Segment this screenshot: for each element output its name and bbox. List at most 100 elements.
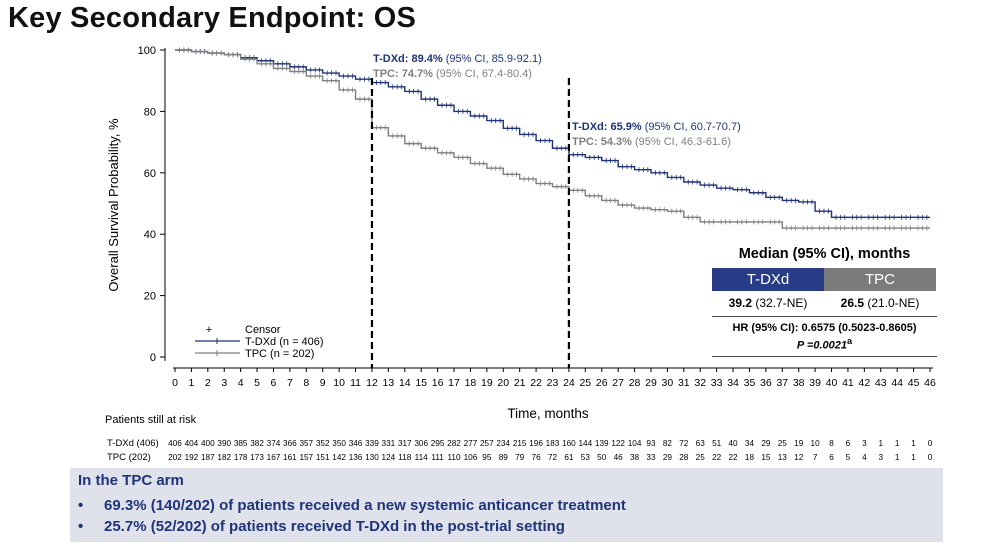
at-risk-value: 34 — [745, 439, 755, 448]
at-risk-value: 6 — [829, 453, 834, 462]
at-risk-value: 346 — [349, 439, 363, 448]
at-risk-value: 317 — [398, 439, 412, 448]
y-tick-label: 0 — [150, 352, 156, 364]
x-tick-label: 27 — [612, 377, 624, 389]
at-risk-value: 72 — [548, 453, 558, 462]
x-tick-label: 23 — [547, 377, 559, 389]
at-risk-value: 157 — [299, 453, 313, 462]
x-tick-label: 8 — [303, 377, 309, 389]
x-tick-label: 26 — [596, 377, 608, 389]
at-risk-value: 406 — [168, 439, 182, 448]
at-risk-value: 215 — [513, 439, 527, 448]
at-risk-value: 182 — [217, 453, 231, 462]
at-risk-value: 29 — [663, 453, 673, 462]
median-header-tdxd: T-DXd — [712, 268, 824, 291]
at-risk-value: 22 — [728, 453, 738, 462]
annotation-label: TPC: 54.3% (95% CI, 46.3-61.6) — [572, 136, 731, 148]
at-risk-row-label: T-DXd (406) — [107, 438, 159, 449]
at-risk-value: 61 — [564, 453, 574, 462]
at-risk-value: 183 — [546, 439, 560, 448]
at-risk-value: 114 — [415, 453, 428, 462]
at-risk-value: 277 — [464, 439, 478, 448]
at-risk-value: 400 — [201, 439, 215, 448]
x-tick-label: 2 — [205, 377, 211, 389]
x-tick-label: 35 — [744, 377, 756, 389]
at-risk-value: 18 — [745, 453, 755, 462]
at-risk-value: 160 — [562, 439, 576, 448]
x-tick-label: 42 — [859, 377, 871, 389]
median-table-title: Median (95% CI), months — [738, 246, 911, 262]
km-curve-t-dxd — [175, 49, 930, 219]
at-risk-value: 144 — [578, 439, 592, 448]
p-value: P =0.0021a — [712, 335, 937, 357]
at-risk-value: 6 — [846, 439, 851, 448]
x-tick-label: 43 — [875, 377, 887, 389]
at-risk-value: 40 — [728, 439, 738, 448]
at-risk-value: 15 — [761, 453, 771, 462]
x-tick-label: 33 — [711, 377, 723, 389]
at-risk-value: 192 — [185, 453, 199, 462]
at-risk-value: 28 — [679, 453, 689, 462]
x-tick-label: 1 — [188, 377, 194, 389]
at-risk-value: 142 — [332, 453, 346, 462]
legend-label: T-DXd (n = 406) — [245, 336, 324, 348]
at-risk-value: 1 — [911, 453, 916, 462]
tpc-arm-box: In the TPC arm 69.3% (140/202) of patien… — [70, 468, 943, 542]
x-tick-label: 45 — [908, 377, 920, 389]
x-tick-label: 5 — [254, 377, 260, 389]
at-risk-value: 50 — [597, 453, 607, 462]
at-risk-value: 104 — [628, 439, 642, 448]
at-risk-value: 38 — [630, 453, 640, 462]
y-axis-title: Overall Survival Probability, % — [106, 118, 121, 292]
x-tick-label: 19 — [481, 377, 493, 389]
censor-marks-t-dxd — [179, 47, 928, 220]
at-risk-value: 202 — [168, 453, 182, 462]
x-tick-label: 22 — [530, 377, 542, 389]
x-tick-label: 0 — [172, 377, 178, 389]
x-tick-label: 30 — [662, 377, 674, 389]
tpc-arm-bullet: 25.7% (52/202) of patients received T-DX… — [78, 516, 626, 537]
y-tick-label: 40 — [144, 229, 156, 241]
at-risk-value: 331 — [382, 439, 396, 448]
x-tick-label: 46 — [924, 377, 936, 389]
at-risk-value: 4 — [862, 453, 867, 462]
x-tick-label: 38 — [793, 377, 805, 389]
y-tick-label: 60 — [144, 168, 156, 180]
at-risk-value: 111 — [431, 453, 444, 462]
x-tick-label: 21 — [514, 377, 526, 389]
at-risk-value: 339 — [365, 439, 379, 448]
x-tick-label: 15 — [415, 377, 427, 389]
at-risk-value: 173 — [250, 453, 264, 462]
at-risk-value: 22 — [712, 453, 722, 462]
at-risk-value: 63 — [696, 439, 706, 448]
at-risk-title: Patients still at risk — [105, 414, 197, 426]
x-tick-label: 7 — [287, 377, 293, 389]
y-tick-label: 100 — [138, 45, 156, 57]
legend-censor-symbol: + — [206, 324, 212, 336]
at-risk-value: 374 — [267, 439, 281, 448]
at-risk-value: 306 — [414, 439, 428, 448]
at-risk-value: 257 — [480, 439, 494, 448]
y-tick-label: 80 — [144, 106, 156, 118]
at-risk-value: 51 — [712, 439, 722, 448]
at-risk-value: 72 — [679, 439, 689, 448]
median-value-tdxd: 39.2 (32.7-NE) — [728, 296, 808, 310]
x-tick-label: 18 — [465, 377, 477, 389]
at-risk-value: 136 — [349, 453, 363, 462]
x-tick-label: 41 — [842, 377, 854, 389]
median-table: Median (95% CI), months T-DXd TPC 39.2 (… — [712, 246, 937, 357]
tpc-arm-heading: In the TPC arm — [78, 472, 184, 489]
legend-censor-label: Censor — [245, 324, 281, 336]
at-risk-value: 404 — [185, 439, 199, 448]
x-tick-label: 25 — [579, 377, 591, 389]
at-risk-value: 25 — [778, 439, 788, 448]
x-tick-label: 28 — [629, 377, 641, 389]
x-tick-label: 39 — [809, 377, 821, 389]
median-value-tpc: 26.5 (21.0-NE) — [840, 296, 920, 310]
at-risk-value: 8 — [829, 439, 834, 448]
at-risk-value: 350 — [332, 439, 346, 448]
at-risk-value: 124 — [382, 453, 396, 462]
legend-label: TPC (n = 202) — [245, 348, 314, 360]
annotation-label: T-DXd: 65.9% (95% CI, 60.7-70.7) — [572, 121, 741, 133]
at-risk-value: 3 — [878, 453, 883, 462]
